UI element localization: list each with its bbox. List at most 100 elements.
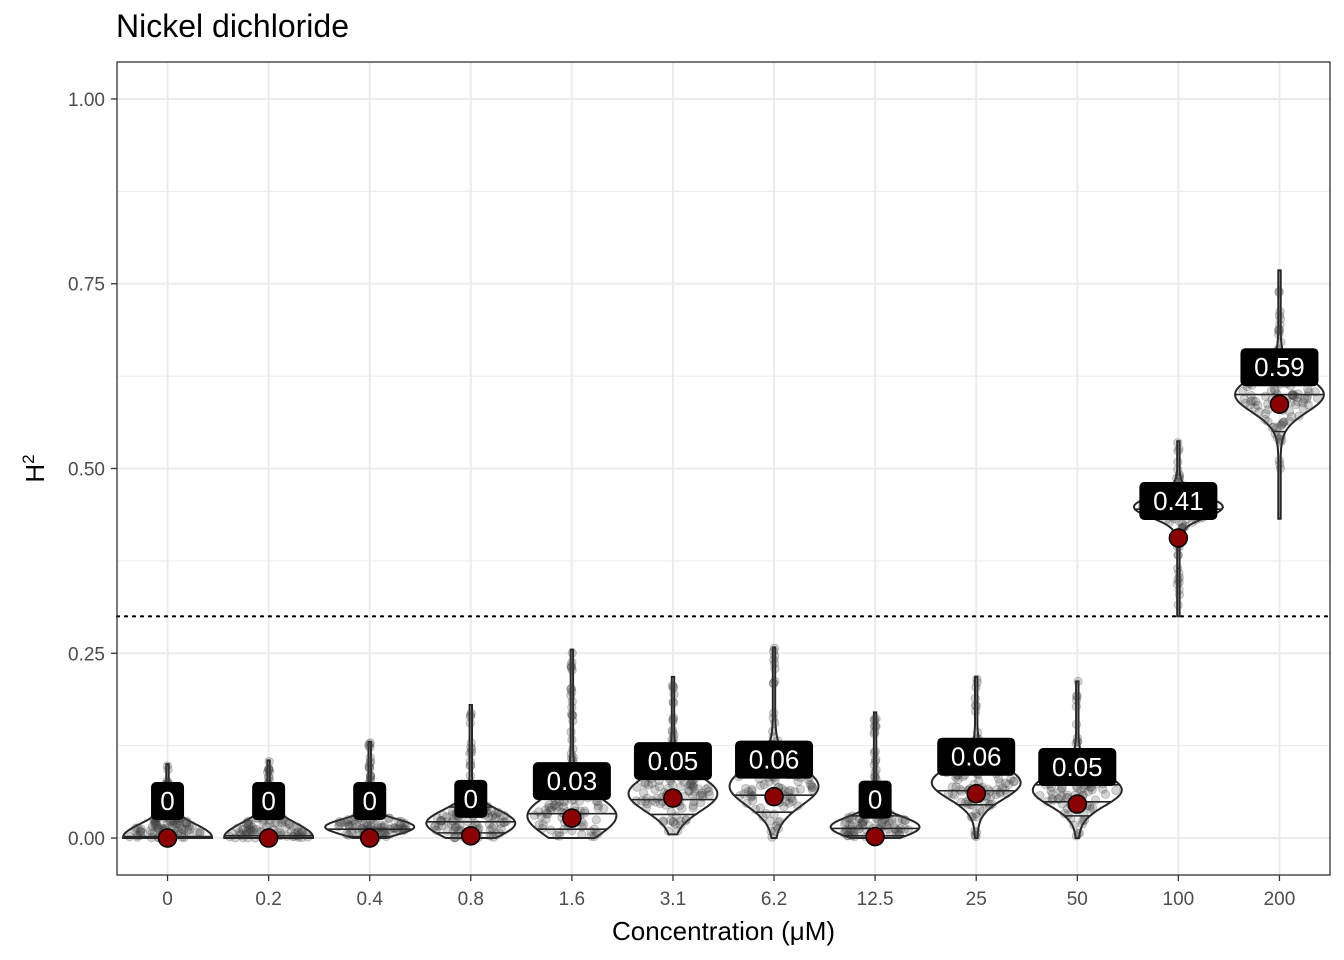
data-point xyxy=(638,788,649,798)
mean-point xyxy=(461,826,481,846)
data-point xyxy=(807,782,818,792)
data-point xyxy=(547,802,557,813)
mean-label-box xyxy=(937,737,1016,776)
data-point xyxy=(163,765,173,775)
data-point xyxy=(465,761,475,771)
data-point xyxy=(245,828,255,838)
data-point xyxy=(972,677,982,688)
data-point xyxy=(151,819,162,830)
data-point xyxy=(568,752,578,762)
data-point xyxy=(806,780,817,791)
data-point xyxy=(995,778,1005,788)
data-point xyxy=(869,715,880,726)
violin-group: 0 xyxy=(324,738,416,848)
data-point xyxy=(452,822,462,832)
data-point xyxy=(293,822,303,832)
data-point xyxy=(1174,444,1184,454)
data-point xyxy=(1272,433,1282,443)
data-point xyxy=(746,792,756,802)
data-point xyxy=(248,822,258,833)
data-point xyxy=(455,820,465,830)
data-point xyxy=(869,748,879,758)
data-point xyxy=(264,765,274,775)
data-point xyxy=(1008,776,1019,787)
data-point xyxy=(147,822,158,832)
data-point xyxy=(669,689,679,699)
mean-label: 0 xyxy=(362,786,376,816)
data-point xyxy=(768,678,779,688)
data-point xyxy=(667,780,678,790)
data-point xyxy=(437,816,447,826)
data-point xyxy=(688,800,698,811)
data-point xyxy=(567,710,577,720)
data-point xyxy=(943,789,954,799)
x-tick-label: 1.6 xyxy=(559,889,585,910)
data-point xyxy=(593,800,604,811)
y-tick-label: 0.50 xyxy=(68,460,105,481)
data-point xyxy=(670,819,680,829)
data-point xyxy=(147,827,157,838)
data-point xyxy=(971,808,981,819)
data-point xyxy=(537,823,548,833)
data-point xyxy=(1303,400,1313,410)
data-point xyxy=(136,824,146,834)
mean-label-box xyxy=(735,740,814,779)
data-point xyxy=(558,802,569,812)
violin-outline xyxy=(1132,440,1224,618)
mean-point xyxy=(865,826,885,847)
data-point xyxy=(986,792,996,802)
x-tick-label: 50 xyxy=(1067,889,1088,910)
data-point xyxy=(869,760,879,770)
data-point xyxy=(739,789,749,799)
data-point xyxy=(1275,434,1285,444)
data-point xyxy=(690,787,700,797)
data-point xyxy=(1274,324,1285,335)
data-point xyxy=(783,787,794,797)
chart-title: Nickel dichloride xyxy=(116,8,349,44)
data-point xyxy=(465,756,475,767)
data-point xyxy=(1174,469,1185,480)
data-point xyxy=(466,708,476,718)
data-point xyxy=(1173,438,1183,448)
data-point xyxy=(1072,736,1083,747)
data-point xyxy=(1071,719,1082,730)
data-point xyxy=(1006,774,1016,784)
data-point xyxy=(1274,310,1285,321)
data-point xyxy=(1254,407,1264,417)
data-point xyxy=(486,830,497,840)
data-point xyxy=(465,718,475,728)
jitter-points xyxy=(631,680,715,836)
data-point xyxy=(703,783,713,793)
data-point xyxy=(897,814,908,825)
data-point xyxy=(530,810,540,820)
data-point xyxy=(970,830,980,840)
data-point xyxy=(598,803,609,814)
data-point xyxy=(1276,420,1287,430)
data-point xyxy=(650,784,660,794)
data-point xyxy=(577,829,587,840)
data-point xyxy=(364,762,375,773)
data-point xyxy=(180,817,191,827)
data-point xyxy=(856,818,866,828)
y-axis-title-base: H xyxy=(20,464,50,483)
data-point xyxy=(490,809,501,819)
data-point xyxy=(340,817,350,827)
x-tick-label: 25 xyxy=(966,889,987,910)
data-point xyxy=(344,821,354,831)
data-point xyxy=(1248,396,1258,406)
data-point xyxy=(264,766,275,776)
data-point xyxy=(343,830,354,840)
data-point xyxy=(1250,396,1261,407)
data-point xyxy=(676,820,686,830)
data-point xyxy=(768,678,779,689)
data-point xyxy=(779,801,789,812)
violins: 0 0 0 0 0.03 0.05 0.06 0 0.06 0.05 0.41 0.59 xyxy=(122,269,1325,848)
data-point xyxy=(244,824,254,835)
data-point xyxy=(1246,390,1256,401)
data-point xyxy=(264,772,274,783)
data-point xyxy=(1077,819,1088,829)
data-point xyxy=(665,816,676,826)
data-point xyxy=(1284,416,1295,426)
data-point xyxy=(843,813,853,823)
data-point xyxy=(663,826,674,836)
